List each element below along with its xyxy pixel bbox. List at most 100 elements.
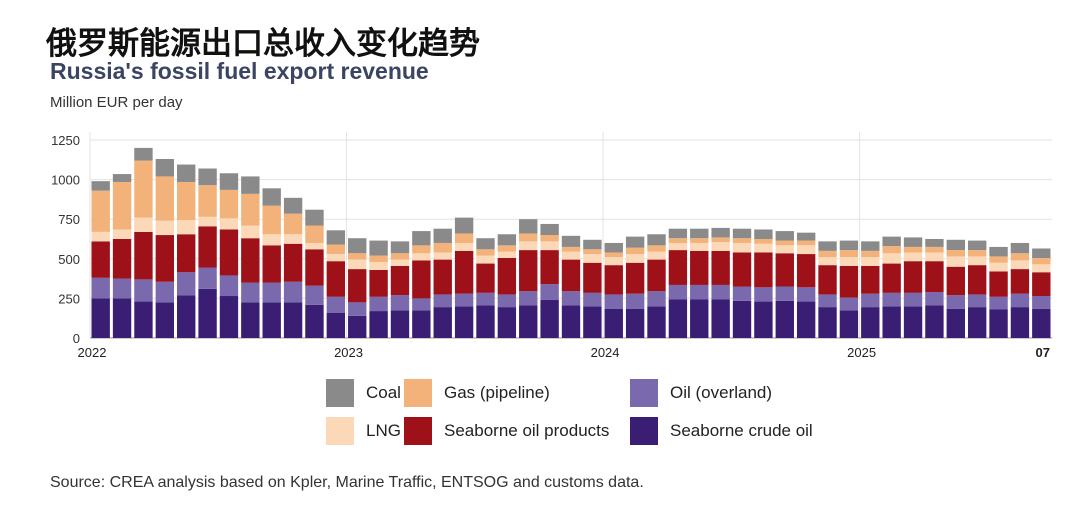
bar-segment-coal — [1010, 242, 1030, 254]
bar-segment-seaborne-oil-products — [262, 245, 281, 283]
bar-segment-gas-pipeline — [177, 181, 196, 220]
bar-segment-lng — [882, 253, 901, 264]
bar-segment-lng — [519, 241, 538, 251]
bar-segment-seaborne-oil-products — [454, 250, 474, 294]
bar-segment-coal — [540, 223, 559, 236]
bar-segment-lng — [925, 252, 944, 262]
bar-segment-seaborne-oil-products — [754, 252, 773, 288]
bar-segment-seaborne-oil-products — [283, 243, 303, 282]
bar-segment-gas-pipeline — [540, 235, 559, 242]
bar-segment-coal — [241, 176, 260, 194]
bar-segment-lng — [903, 252, 923, 262]
bar-segment-gas-pipeline — [625, 247, 645, 255]
bar-segment-gas-pipeline — [326, 244, 346, 255]
y-tick-label: 250 — [58, 291, 80, 306]
chart-title: Russia's fossil fuel export revenue — [50, 58, 429, 84]
bar-segment-seaborne-crude-oil — [583, 306, 602, 338]
bar-segment-oil-overland — [454, 293, 474, 307]
bar-segment-seaborne-crude-oil — [433, 307, 452, 338]
bar-segment-seaborne-crude-oil — [112, 298, 132, 338]
bar-segment-seaborne-crude-oil — [839, 310, 859, 338]
legend-item-seaborne-oil-products: Seaborne oil products — [404, 416, 609, 446]
bar-segment-seaborne-crude-oil — [604, 308, 623, 338]
bar-segment-seaborne-oil-products — [625, 262, 645, 294]
bar-segment-seaborne-crude-oil — [369, 311, 388, 338]
legend-label-gas-pipeline: Gas (pipeline) — [444, 383, 550, 402]
bar-segment-lng — [967, 256, 987, 266]
bar-segment-seaborne-crude-oil — [882, 306, 901, 338]
bar-segment-lng — [561, 251, 581, 260]
bar-segment-seaborne-crude-oil — [519, 305, 538, 338]
bar-segment-gas-pipeline — [348, 253, 367, 260]
bar-segment-oil-overland — [112, 278, 132, 299]
bar-segment-oil-overland — [241, 282, 260, 303]
bar-segment-oil-overland — [305, 285, 324, 305]
bar-segment-lng — [946, 256, 965, 267]
bar-segment-coal — [283, 197, 303, 214]
bar-segment-oil-overland — [732, 286, 752, 301]
bar-segment-oil-overland — [647, 291, 666, 307]
y-tick-label: 0 — [73, 331, 80, 346]
bar-segment-lng — [91, 231, 110, 242]
bar-segment-lng — [219, 218, 239, 230]
bar-segment-coal — [497, 234, 517, 246]
bar-segment-lng — [754, 243, 773, 253]
bar-segment-coal — [775, 231, 794, 241]
bar-segment-seaborne-oil-products — [668, 250, 688, 285]
bar-segment-gas-pipeline — [604, 252, 623, 258]
bar-segment-coal — [839, 240, 859, 251]
legend-swatch-lng — [326, 417, 354, 445]
bar-segment-lng — [454, 242, 474, 251]
bar-segment-seaborne-crude-oil — [262, 302, 281, 338]
bar-segment-seaborne-crude-oil — [454, 306, 474, 338]
bar-segment-oil-overland — [540, 284, 559, 300]
bar-segment-coal — [647, 234, 666, 246]
y-axis-tick-labels: 0 250 500 750 1000 1250 — [51, 133, 80, 346]
bar-segment-oil-overland — [668, 284, 688, 300]
bar-segment-seaborne-oil-products — [967, 265, 987, 295]
bar-segment-seaborne-crude-oil — [561, 305, 581, 338]
bar-segment-coal — [967, 240, 987, 251]
bar-segment-coal — [989, 246, 1008, 257]
bar-segment-lng — [262, 234, 281, 246]
bar-segment-oil-overland — [91, 277, 110, 299]
bar-segment-lng — [305, 242, 324, 250]
bar-segment-seaborne-oil-products — [925, 261, 944, 293]
legend-label-seaborne-crude-oil: Seaborne crude oil — [670, 421, 813, 440]
bar-segment-oil-overland — [925, 292, 944, 306]
bar-segment-seaborne-crude-oil — [647, 306, 666, 338]
bar-segment-seaborne-oil-products — [1032, 272, 1051, 297]
bar-segment-lng — [177, 219, 196, 235]
bar-segment-seaborne-oil-products — [882, 263, 901, 293]
bar-segment-lng — [647, 251, 666, 260]
x-tick-label: 2025 — [847, 345, 876, 360]
bar-segment-seaborne-oil-products — [219, 229, 239, 276]
bar-segment-gas-pipeline — [134, 160, 153, 218]
bar-segment-seaborne-crude-oil — [1010, 307, 1030, 338]
legend-swatch-seaborne-crude-oil — [630, 417, 658, 445]
bar-segment-gas-pipeline — [583, 249, 602, 255]
legend-item-gas-pipeline: Gas (pipeline) — [404, 378, 550, 408]
bar-segment-seaborne-crude-oil — [796, 301, 816, 338]
bar-segment-coal — [177, 164, 196, 182]
bar-segment-coal — [668, 228, 688, 239]
bar-segment-coal — [796, 232, 816, 241]
legend-item-seaborne-crude-oil: Seaborne crude oil — [630, 416, 813, 446]
bar-segment-gas-pipeline — [412, 245, 431, 254]
bar-segment-seaborne-crude-oil — [625, 308, 645, 338]
bar-segment-gas-pipeline — [497, 245, 517, 252]
bar-segment-seaborne-crude-oil — [155, 302, 175, 338]
bar-segment-oil-overland — [433, 294, 452, 308]
bar-segment-seaborne-crude-oil — [390, 310, 410, 338]
bar-segment-seaborne-crude-oil — [540, 299, 559, 338]
bar-segment-seaborne-oil-products — [690, 250, 709, 285]
bar-segment-oil-overland — [219, 275, 239, 297]
bar-segment-coal — [754, 229, 773, 239]
bar-segment-seaborne-oil-products — [604, 265, 623, 295]
bar-segment-lng — [433, 252, 452, 260]
bar-segment-seaborne-crude-oil — [91, 298, 110, 338]
bar-segment-oil-overland — [625, 293, 645, 309]
bar-segment-coal — [583, 239, 602, 250]
bar-segment-coal — [732, 228, 752, 239]
bar-segment-oil-overland — [989, 296, 1008, 310]
